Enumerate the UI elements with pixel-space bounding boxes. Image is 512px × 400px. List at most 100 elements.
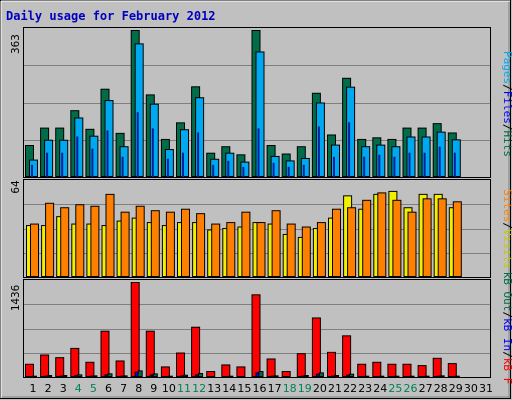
files-bar: [315, 102, 325, 177]
pages-bar: [333, 156, 335, 177]
files-bar: [361, 146, 371, 178]
files-bar: [74, 117, 84, 178]
sites-bar: [301, 226, 311, 277]
pages-bar: [227, 160, 230, 177]
top-ymax-label: 363: [9, 34, 22, 54]
kbout-bar: [183, 374, 188, 377]
sites-bar: [226, 222, 236, 277]
files-bar: [240, 161, 250, 178]
pages-bar: [91, 148, 94, 177]
day-label: 20: [313, 382, 327, 395]
legend-sep: /: [501, 311, 512, 318]
sites-bar: [271, 210, 281, 277]
kbf-bar: [55, 357, 65, 377]
legend-kb-f: kB F: [501, 358, 512, 385]
day-label: 17: [268, 382, 282, 395]
panel-top: [23, 27, 491, 178]
files-bar: [225, 152, 235, 178]
files-bar: [149, 103, 159, 177]
kbf-bar: [296, 353, 306, 377]
files-bar: [255, 51, 265, 178]
legend-hits: Hits: [501, 131, 512, 158]
kbf-bar: [342, 335, 352, 377]
day-label: 13: [207, 382, 221, 395]
sites-bar: [377, 192, 387, 277]
day-label: 11: [177, 382, 191, 395]
panel-bot: [23, 279, 491, 378]
day-label: 19: [298, 382, 312, 395]
day-label: 8: [135, 382, 142, 395]
files-bar: [134, 43, 144, 178]
sites-bar: [241, 211, 251, 277]
pages-bar: [348, 122, 351, 177]
day-label: 1: [30, 382, 37, 395]
kbout-bar: [198, 373, 204, 377]
legend-files: Files: [501, 91, 512, 124]
day-label: 23: [358, 382, 372, 395]
day-label: 29: [449, 382, 463, 395]
pages-bar: [31, 164, 33, 177]
panel-mid: [23, 179, 491, 278]
day-label: 28: [434, 382, 448, 395]
sites-bar: [150, 210, 160, 277]
sites-bar: [437, 198, 447, 277]
kbout-bar: [273, 375, 279, 377]
files-bar: [89, 135, 99, 177]
kbf-bar: [130, 282, 140, 377]
kbout-bar: [137, 370, 143, 377]
kbout-bar: [334, 375, 339, 377]
legend-sep: /: [501, 124, 512, 131]
files-bar: [285, 160, 295, 178]
kbf-bar: [191, 326, 201, 377]
files-bar: [300, 157, 310, 178]
sites-bar: [392, 199, 402, 277]
kbout-bar: [318, 372, 324, 377]
sites-bar: [422, 198, 432, 277]
kbf-bar: [281, 371, 291, 377]
kbf-bar: [100, 330, 110, 377]
pages-bar: [61, 152, 64, 177]
pages-bar: [166, 158, 169, 177]
pages-bar: [423, 152, 426, 177]
mid-ymax-label: 64: [9, 180, 22, 194]
kbout-bar: [439, 375, 445, 377]
sites-bar: [165, 211, 175, 277]
pages-bar: [453, 152, 456, 177]
pages-bar: [408, 152, 411, 177]
sites-bar: [286, 223, 296, 277]
day-label: 14: [222, 382, 236, 395]
sites-bar: [196, 213, 206, 277]
sites-bar: [362, 199, 372, 277]
kbf-bar: [251, 294, 261, 378]
sites-bar: [256, 222, 266, 277]
kbout-bar: [349, 373, 355, 377]
kbf-bar: [447, 363, 457, 377]
mid-legend: Sites/Visits: [501, 189, 512, 269]
kbf-bar: [115, 360, 125, 377]
files-bar: [436, 131, 446, 177]
pages-bar: [76, 136, 79, 177]
pages-bar: [136, 112, 139, 177]
day-label: 3: [60, 382, 67, 395]
day-label: 31: [479, 382, 493, 395]
kbf-bar: [221, 364, 231, 377]
day-label: 26: [404, 382, 418, 395]
day-label: 7: [120, 382, 127, 395]
pages-bar: [106, 130, 109, 177]
files-bar: [451, 139, 461, 177]
kbout-bar: [152, 373, 158, 377]
kbf-bar: [372, 361, 382, 377]
pages-bar: [302, 164, 305, 177]
kbf-bar: [387, 363, 397, 377]
day-label: 15: [237, 382, 251, 395]
files-bar: [119, 146, 129, 178]
sites-bar: [45, 202, 55, 277]
files-bar: [421, 136, 431, 178]
legend-visits: Visits: [501, 229, 512, 269]
pages-bar: [121, 156, 124, 177]
kbout-bar: [122, 375, 128, 377]
kbf-bar: [417, 365, 427, 377]
pages-bar: [317, 126, 320, 177]
